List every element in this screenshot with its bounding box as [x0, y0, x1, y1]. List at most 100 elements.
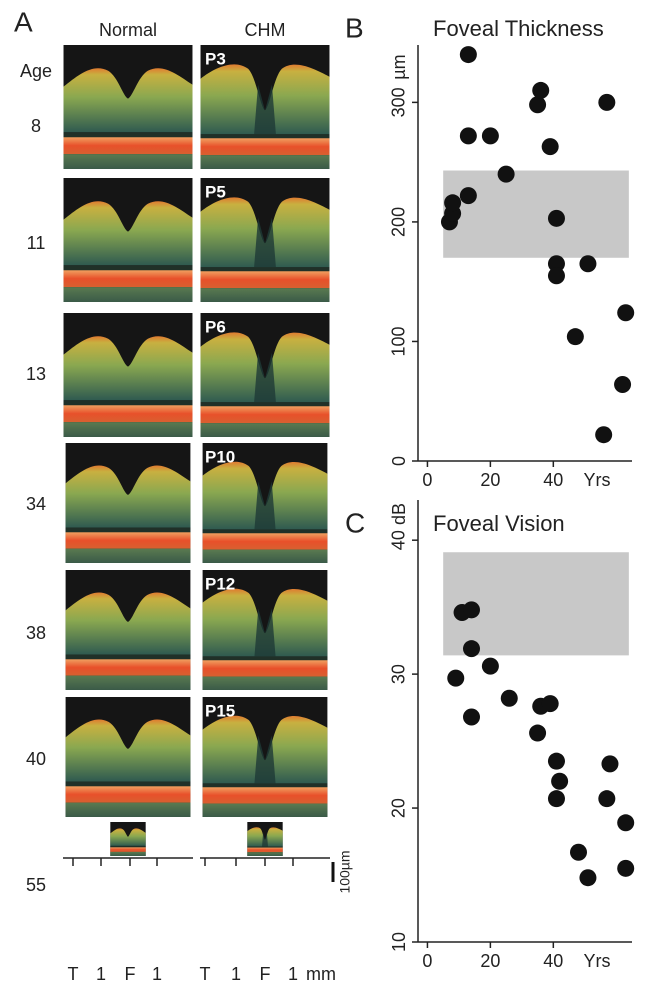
age-header: Age	[20, 61, 52, 81]
point	[579, 869, 597, 887]
point	[463, 601, 480, 619]
patient-label: P12	[205, 574, 235, 593]
point	[463, 640, 480, 658]
y-tick-label: 20	[389, 798, 409, 818]
point	[614, 375, 632, 393]
y-tick-label: 30	[389, 664, 409, 684]
panel-a: A Normal CHM Age 100µm mm	[14, 6, 353, 983]
age-label: 13	[26, 364, 46, 384]
point	[500, 689, 518, 707]
point	[529, 96, 547, 114]
oct-image	[247, 822, 283, 856]
x-axis-label: 1	[231, 964, 241, 984]
scatter-chart: C Foveal Vision 10 20 30 40 0 20 40 Yrs dB	[345, 500, 635, 971]
x-axis-label: 1	[288, 964, 298, 984]
point	[547, 209, 565, 227]
point	[566, 328, 584, 346]
x-tick-label: 0	[422, 470, 432, 490]
point	[617, 814, 635, 832]
y-tick-label: 100	[389, 326, 409, 356]
axis-unit: mm	[306, 964, 336, 984]
patient-label: P18	[205, 826, 235, 845]
x-axis-label: T	[200, 964, 211, 984]
point	[529, 724, 547, 742]
oct-image	[63, 178, 193, 302]
normal-range	[443, 170, 629, 258]
patient-label: P3	[205, 49, 226, 68]
panel-label: A	[14, 6, 33, 37]
point	[547, 267, 565, 285]
oct-image	[65, 443, 191, 563]
point	[532, 81, 550, 99]
x-axis-label: T	[68, 964, 79, 984]
oct-image	[63, 313, 193, 437]
y-tick-label: 10	[389, 932, 409, 952]
column-header: CHM	[245, 20, 286, 40]
x-axis-label: 1	[152, 964, 162, 984]
x-tick-label: 20	[480, 470, 500, 490]
age-label: 40	[26, 749, 46, 769]
panel-label: B	[345, 12, 364, 43]
y-tick-label: 300	[389, 87, 409, 117]
y-axis-label: dB	[389, 503, 409, 525]
point	[579, 255, 597, 273]
scatter-chart: B Foveal Thickness 0 100 200 300 0 20 40 Yrs µm	[345, 12, 635, 490]
column-header: Normal	[99, 20, 157, 40]
y-tick-label: 0	[389, 456, 409, 466]
point	[481, 127, 499, 145]
patient-label: P10	[205, 447, 235, 466]
point	[481, 657, 499, 675]
point	[541, 695, 559, 713]
patient-label: P15	[205, 701, 235, 720]
oct-images	[63, 45, 330, 856]
point	[547, 790, 565, 808]
age-label: 11	[27, 233, 46, 253]
point	[551, 772, 569, 790]
point	[617, 859, 635, 877]
x-tick-label: 40	[543, 951, 563, 971]
oct-image	[65, 570, 191, 690]
patient-label: P6	[205, 317, 226, 336]
point	[459, 187, 477, 205]
x-axis-label: 1	[96, 964, 106, 984]
chart-title: Foveal Thickness	[433, 16, 604, 41]
y-axis-label: µm	[389, 54, 409, 79]
point	[463, 708, 480, 726]
point	[601, 755, 619, 773]
x-tick-label: 0	[422, 951, 432, 971]
point	[617, 304, 635, 322]
x-axis-label: Yrs	[584, 951, 611, 971]
point	[497, 165, 515, 183]
age-label: 55	[26, 875, 46, 895]
y-tick-label: 200	[389, 207, 409, 237]
panel-label: C	[345, 507, 365, 538]
oct-image	[65, 697, 191, 817]
x-axis-label: F	[125, 964, 136, 984]
chart-title: Foveal Vision	[433, 511, 565, 536]
age-label: 8	[31, 116, 41, 136]
point	[547, 752, 565, 770]
point	[598, 93, 616, 111]
point	[595, 426, 613, 444]
scale-bar-label: 100µm	[337, 850, 353, 893]
point	[598, 790, 616, 808]
x-tick-label: 20	[480, 951, 500, 971]
point	[447, 669, 465, 687]
patient-label: P5	[205, 182, 226, 201]
point	[459, 46, 477, 64]
y-tick-label: 40	[389, 530, 409, 550]
oct-image	[110, 822, 146, 856]
x-axis-label: Yrs	[584, 470, 611, 490]
point	[570, 843, 587, 861]
point	[459, 127, 477, 145]
age-label: 38	[26, 623, 46, 643]
oct-image	[63, 45, 193, 169]
point	[547, 255, 565, 273]
point	[444, 194, 462, 212]
x-axis-label: F	[260, 964, 271, 984]
age-label: 34	[26, 494, 46, 514]
point	[541, 138, 559, 156]
x-tick-label: 40	[543, 470, 563, 490]
